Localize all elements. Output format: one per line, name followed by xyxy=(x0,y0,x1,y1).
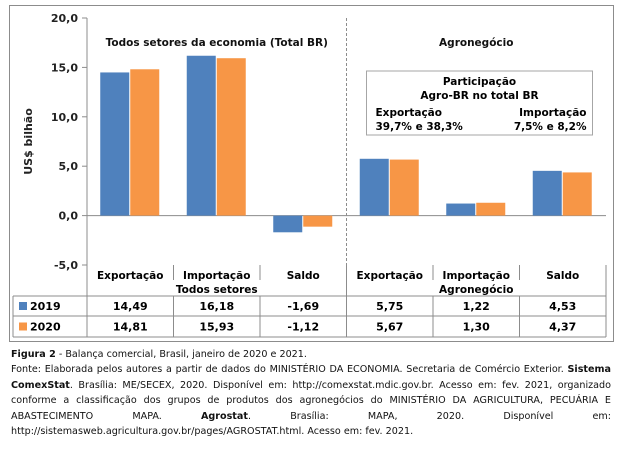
data-value: 1,30 xyxy=(463,321,490,334)
bar-2019 xyxy=(100,72,130,216)
y-tick-label: 20,0 xyxy=(51,12,78,25)
y-tick-label: 10,0 xyxy=(51,111,78,124)
x-category-label: Saldo xyxy=(546,270,579,282)
x-category-label: Importação xyxy=(443,270,510,282)
data-value: 14,49 xyxy=(113,300,148,313)
data-value: 4,37 xyxy=(549,321,576,334)
chart-frame: 20,0 15,0 10,0 5,0 0,0 -5,0 US$ bilhão Todos se… xyxy=(9,5,614,342)
bar-2020 xyxy=(216,58,246,216)
source-text-2: . Brasília: ME/SECEX, 2020. Disponível e… xyxy=(11,379,611,422)
chart-structure xyxy=(12,17,607,338)
annotation-export-value: 39,7% e 38,3% xyxy=(376,121,464,133)
data-value: 4,53 xyxy=(549,300,576,313)
annotation-import-value: 7,5% e 8,2% xyxy=(514,121,587,133)
chart-text: 20,0 15,0 10,0 5,0 0,0 -5,0 US$ bilhão Todos se… xyxy=(22,12,587,334)
bar-2020 xyxy=(562,172,592,216)
bar-2020 xyxy=(389,159,419,216)
bar-2019 xyxy=(273,215,303,233)
figure-title: - Balança comercial, Brasil, janeiro de … xyxy=(55,349,307,360)
balance-chart: 20,0 15,0 10,0 5,0 0,0 -5,0 US$ bilhão Todos se… xyxy=(12,12,607,338)
figure-source: Fonte: Elaborada pelos autores a partir … xyxy=(11,362,611,439)
source-text-3: . Brasília: MAPA, 2020. Disponível em: h… xyxy=(11,410,611,438)
data-value: 14,81 xyxy=(113,321,148,334)
group-title: Todos setores da economia (Total BR) xyxy=(106,37,328,49)
bar-2020 xyxy=(130,69,160,216)
x-group-label: Agronegócio xyxy=(439,284,513,296)
source-title-comexstat: Sistema ComexStat xyxy=(11,364,611,391)
y-tick-label: 5,0 xyxy=(59,160,79,173)
annotation-subtitle: Agro-BR no total BR xyxy=(420,90,538,102)
x-category-label: Exportação xyxy=(97,270,163,282)
data-value: 5,75 xyxy=(376,300,403,313)
figure-caption: Figura 2 - Balança comercial, Brasil, ja… xyxy=(11,347,611,439)
legend-label-2019: 2019 xyxy=(30,300,61,313)
annotation-box xyxy=(366,70,593,136)
source-title-agrostat: Agrostat xyxy=(200,410,248,422)
source-text-1: Fonte: Elaborada pelos autores a partir … xyxy=(11,364,568,376)
data-value: 16,18 xyxy=(199,300,234,313)
data-value: -1,12 xyxy=(287,321,319,334)
figure-label: Figura 2 xyxy=(11,349,56,360)
annotation-export-label: Exportação xyxy=(376,107,442,119)
bar-2019 xyxy=(186,55,216,216)
x-category-label: Importação xyxy=(183,270,250,282)
y-tick-label: 15,0 xyxy=(51,61,78,74)
x-category-label: Exportação xyxy=(357,270,423,282)
y-tick-label: -5,0 xyxy=(54,259,78,272)
bar-2019 xyxy=(359,158,389,216)
annotation-import-label: Importação xyxy=(519,107,586,119)
annotation-title: Participação xyxy=(443,76,516,88)
legend-swatch-2019 xyxy=(19,302,27,310)
group-title: Agronegócio xyxy=(439,37,513,49)
x-group-label: Todos setores xyxy=(176,284,258,296)
legend-label-2020: 2020 xyxy=(30,321,61,334)
y-axis-title: US$ bilhão xyxy=(22,108,35,175)
data-value: 15,93 xyxy=(199,321,234,334)
y-tick-label: 0,0 xyxy=(59,210,79,223)
x-category-label: Saldo xyxy=(287,270,320,282)
chart-bars xyxy=(100,55,592,233)
data-value: 5,67 xyxy=(376,321,403,334)
data-value: -1,69 xyxy=(287,300,319,313)
data-value: 1,22 xyxy=(463,300,490,313)
legend-swatch-2020 xyxy=(19,322,27,331)
bar-2020 xyxy=(476,202,506,216)
bar-2019 xyxy=(446,203,476,216)
bar-2019 xyxy=(532,170,562,216)
bar-2020 xyxy=(303,215,333,227)
